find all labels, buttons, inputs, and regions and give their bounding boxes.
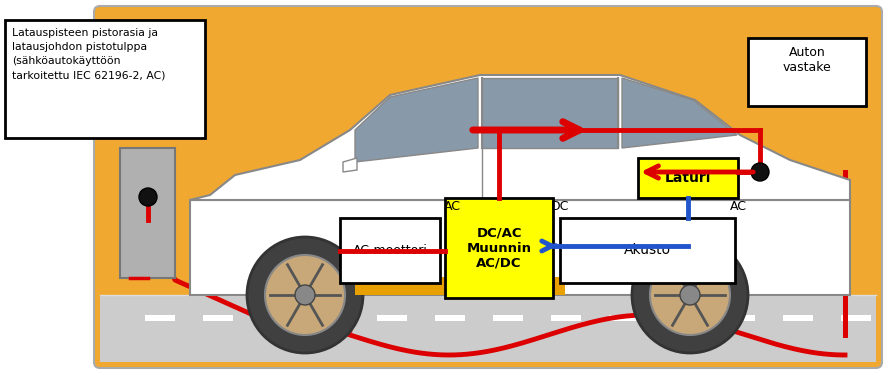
- Bar: [783, 315, 813, 321]
- Circle shape: [650, 255, 730, 335]
- Bar: [319, 315, 349, 321]
- Bar: [355, 277, 565, 295]
- Circle shape: [139, 188, 157, 206]
- Bar: [667, 315, 697, 321]
- Bar: [609, 315, 639, 321]
- Bar: [638, 158, 738, 198]
- Bar: [445, 198, 553, 298]
- Circle shape: [751, 163, 769, 181]
- Bar: [145, 315, 175, 321]
- Text: AC: AC: [729, 200, 747, 213]
- Bar: [435, 315, 465, 321]
- Bar: [5, 20, 205, 138]
- Bar: [560, 218, 735, 283]
- Bar: [551, 315, 581, 321]
- Text: AC-moottori: AC-moottori: [352, 243, 427, 256]
- Polygon shape: [355, 78, 478, 162]
- Circle shape: [295, 285, 315, 305]
- Bar: [493, 315, 523, 321]
- Polygon shape: [190, 200, 850, 295]
- Bar: [261, 315, 291, 321]
- Text: Laturi: Laturi: [665, 171, 712, 185]
- Bar: [100, 295, 876, 362]
- Circle shape: [632, 237, 748, 353]
- Text: DC/AC
Muunnin
AC/DC: DC/AC Muunnin AC/DC: [466, 226, 532, 269]
- Bar: [725, 315, 755, 321]
- Bar: [377, 315, 407, 321]
- Text: AC: AC: [443, 200, 460, 213]
- Polygon shape: [190, 75, 850, 200]
- Bar: [748, 38, 866, 106]
- Circle shape: [265, 255, 345, 335]
- Polygon shape: [622, 78, 737, 148]
- FancyBboxPatch shape: [94, 6, 882, 368]
- Bar: [203, 315, 233, 321]
- Text: Akusto: Akusto: [623, 243, 671, 257]
- Text: Auton
vastake: Auton vastake: [782, 46, 831, 74]
- Bar: [841, 315, 871, 321]
- Text: Latauspisteen pistorasia ja
latausjohdon pistotulppa
(sähköautokäyttöön
tarkoite: Latauspisteen pistorasia ja latausjohdon…: [12, 28, 165, 80]
- Text: DC: DC: [550, 200, 569, 213]
- Circle shape: [247, 237, 363, 353]
- Circle shape: [680, 285, 700, 305]
- Polygon shape: [343, 158, 357, 172]
- Polygon shape: [482, 78, 618, 148]
- Bar: [340, 218, 440, 283]
- Bar: [120, 148, 175, 278]
